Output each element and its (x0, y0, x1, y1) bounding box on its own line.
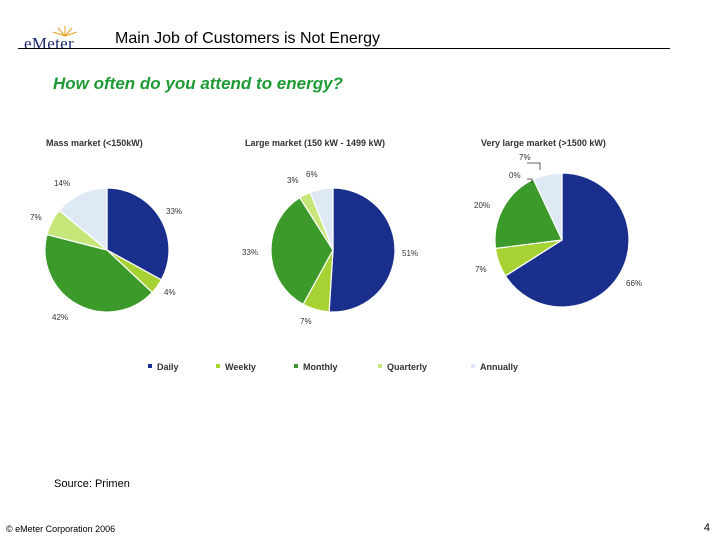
data-label: 42% (52, 313, 68, 322)
legend-swatch (294, 364, 298, 368)
legend-swatch (471, 364, 475, 368)
pie-slice-daily (328, 187, 396, 313)
chart-title: Very large market (>1500 kW) (481, 138, 606, 148)
leader-line (527, 162, 541, 170)
sun-icon (52, 26, 78, 37)
pie-slice-monthly (270, 196, 334, 306)
chart-title: Mass market (<150kW) (46, 138, 143, 148)
pie-chart-1: Mass market (<150kW) 33% 4% 42% 7% 14% (30, 138, 182, 322)
legend-label: Daily (157, 362, 179, 372)
source-note: Source: Primen (54, 478, 130, 490)
legend-label: Quarterly (387, 362, 427, 372)
legend: Daily Weekly Monthly Quarterly Annually (148, 362, 518, 372)
legend-swatch (216, 364, 220, 368)
pie-slice-daily (106, 187, 170, 281)
copyright: © eMeter Corporation 2006 (6, 524, 116, 534)
legend-item-daily: Daily (148, 362, 179, 372)
pie-slice-monthly (494, 178, 563, 250)
data-label: 7% (475, 265, 487, 274)
data-label: 0% (509, 171, 521, 180)
data-label: 7% (300, 317, 312, 326)
pie-slice-annually (532, 172, 563, 241)
legend-swatch (378, 364, 382, 368)
data-label: 7% (519, 153, 531, 162)
legend-item-weekly: Weekly (216, 362, 256, 372)
data-label: 6% (306, 170, 318, 179)
data-label: 7% (30, 213, 42, 222)
pie-slice-annually (58, 187, 108, 252)
chart-title: Large market (150 kW - 1499 kW) (245, 138, 385, 148)
data-label: 14% (54, 179, 70, 188)
legend-item-annually: Annually (471, 362, 518, 372)
pie-slice-annually (309, 187, 334, 251)
data-label: 33% (166, 207, 182, 216)
legend-label: Weekly (225, 362, 256, 372)
legend-item-quarterly: Quarterly (378, 362, 427, 372)
header-divider (18, 48, 670, 49)
pie-slice-daily (504, 172, 630, 308)
pie-slice-monthly (44, 233, 154, 313)
legend-item-monthly: Monthly (294, 362, 338, 372)
data-label: 33% (242, 248, 258, 257)
data-label: 51% (402, 249, 418, 258)
page-number: 4 (703, 522, 710, 534)
chart-question: How often do you attend to energy? (53, 74, 343, 93)
page-title: Main Job of Customers is Not Energy (115, 30, 380, 47)
pie-chart-3: Very large market (>1500 kW) 66% 7% 20% 0% 7% (474, 138, 642, 308)
data-label: 66% (626, 279, 642, 288)
legend-label: Monthly (303, 362, 338, 372)
legend-swatch (148, 364, 152, 368)
data-label: 4% (164, 288, 176, 297)
data-label: 3% (287, 176, 299, 185)
data-label: 20% (474, 201, 490, 210)
pie-chart-2: Large market (150 kW - 1499 kW) 51% 7% 33% 3… (242, 138, 418, 326)
legend-label: Annually (480, 362, 518, 372)
leader-line (527, 178, 533, 183)
